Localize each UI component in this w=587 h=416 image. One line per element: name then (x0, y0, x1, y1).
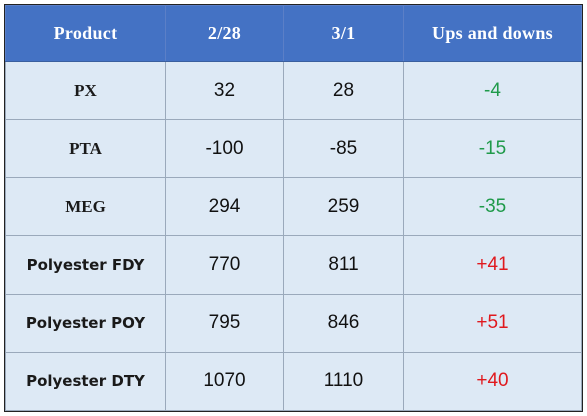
value-cell-date-2: 846 (283, 293, 404, 353)
change-cell: +51 (403, 293, 582, 353)
table-row: Polyester FDY 770 811 +41 (5, 235, 582, 295)
value-cell-date-1: 770 (165, 235, 284, 295)
change-cell: -15 (403, 119, 582, 179)
header-product: Product (5, 5, 166, 62)
price-table-grid: Product 2/28 3/1 Ups and downs PX 32 28 … (5, 5, 582, 412)
product-cell: MEG (5, 177, 166, 237)
price-table: Product 2/28 3/1 Ups and downs PX 32 28 … (4, 4, 583, 412)
table-header-row: Product 2/28 3/1 Ups and downs (5, 5, 582, 62)
value-cell-date-1: 1070 (165, 351, 284, 412)
table-row: Polyester POY 795 846 +51 (5, 293, 582, 353)
change-cell: -35 (403, 177, 582, 237)
change-cell: +41 (403, 235, 582, 295)
product-cell: PX (5, 60, 166, 121)
table-row: Polyester DTY 1070 1110 +40 (5, 351, 582, 412)
value-cell-date-1: 32 (165, 60, 284, 121)
header-date-1: 2/28 (165, 5, 284, 62)
value-cell-date-1: -100 (165, 119, 284, 179)
table-row: PX 32 28 -4 (5, 60, 582, 121)
product-cell: Polyester DTY (5, 351, 166, 412)
value-cell-date-1: 795 (165, 293, 284, 353)
header-date-2: 3/1 (283, 5, 404, 62)
table-row: MEG 294 259 -35 (5, 177, 582, 237)
product-cell: PTA (5, 119, 166, 179)
value-cell-date-2: 259 (283, 177, 404, 237)
table-row: PTA -100 -85 -15 (5, 119, 582, 179)
product-cell: Polyester POY (5, 293, 166, 353)
value-cell-date-1: 294 (165, 177, 284, 237)
value-cell-date-2: 811 (283, 235, 404, 295)
change-cell: -4 (403, 60, 582, 121)
value-cell-date-2: 28 (283, 60, 404, 121)
product-cell: Polyester FDY (5, 235, 166, 295)
value-cell-date-2: 1110 (283, 351, 404, 412)
change-cell: +40 (403, 351, 582, 412)
value-cell-date-2: -85 (283, 119, 404, 179)
header-ups-and-downs: Ups and downs (403, 5, 582, 62)
